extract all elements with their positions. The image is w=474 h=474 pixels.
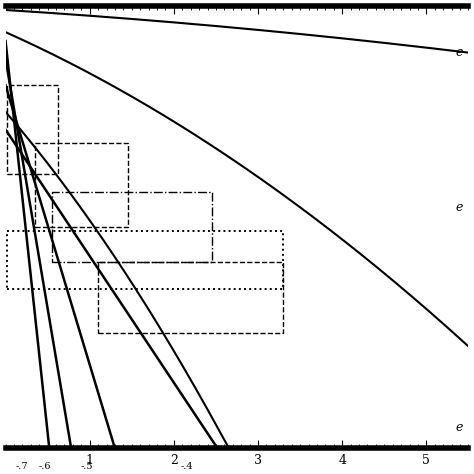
Bar (7, 85, 58, 174)
Text: -.7: -.7 (16, 462, 29, 471)
Text: e: e (456, 421, 463, 434)
Text: -.6: -.6 (39, 462, 51, 471)
Bar (98, 263, 283, 333)
Text: e: e (456, 46, 463, 59)
Bar (52, 191, 212, 263)
Text: -.5: -.5 (80, 462, 92, 471)
Text: e: e (456, 201, 463, 214)
Bar (35, 143, 128, 227)
Text: -.4: -.4 (181, 462, 194, 471)
Bar (7, 231, 283, 289)
